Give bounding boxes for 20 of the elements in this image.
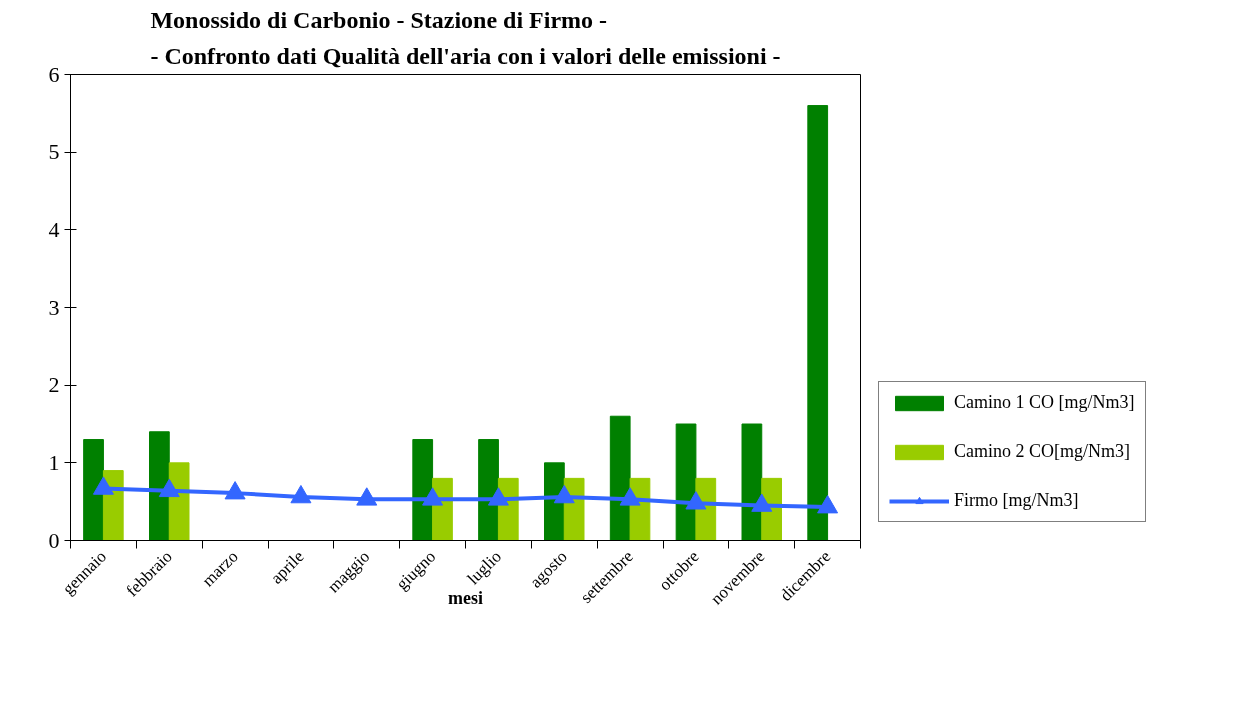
y-tick-label: 2 [48,372,60,398]
y-tick-label: 5 [48,139,60,165]
chart-title: Monossido di Carbonio - Stazione di Firmo - - Confronto dati Qualità dell'aria con i valori delle emissioni - [150,7,781,70]
bar [149,431,170,541]
bar [675,423,697,541]
legend-label: Camino 1 CO [mg/Nm3] [954,392,1135,413]
bar [83,439,104,541]
y-tick-label: 0 [48,527,60,553]
bar [478,439,499,541]
bar [741,423,763,541]
bar [412,439,434,541]
y-tick-label: 6 [48,61,60,87]
y-tick-label: 4 [48,216,60,242]
legend-label: Camino 2 CO[mg/Nm3] [954,441,1130,462]
x-axis-title: mesi [448,587,484,608]
y-tick-label: 1 [48,449,60,475]
legend-label: Firmo [mg/Nm3] [954,490,1079,511]
bar [609,415,631,541]
bar [807,105,829,541]
y-tick-label: 3 [48,294,60,320]
